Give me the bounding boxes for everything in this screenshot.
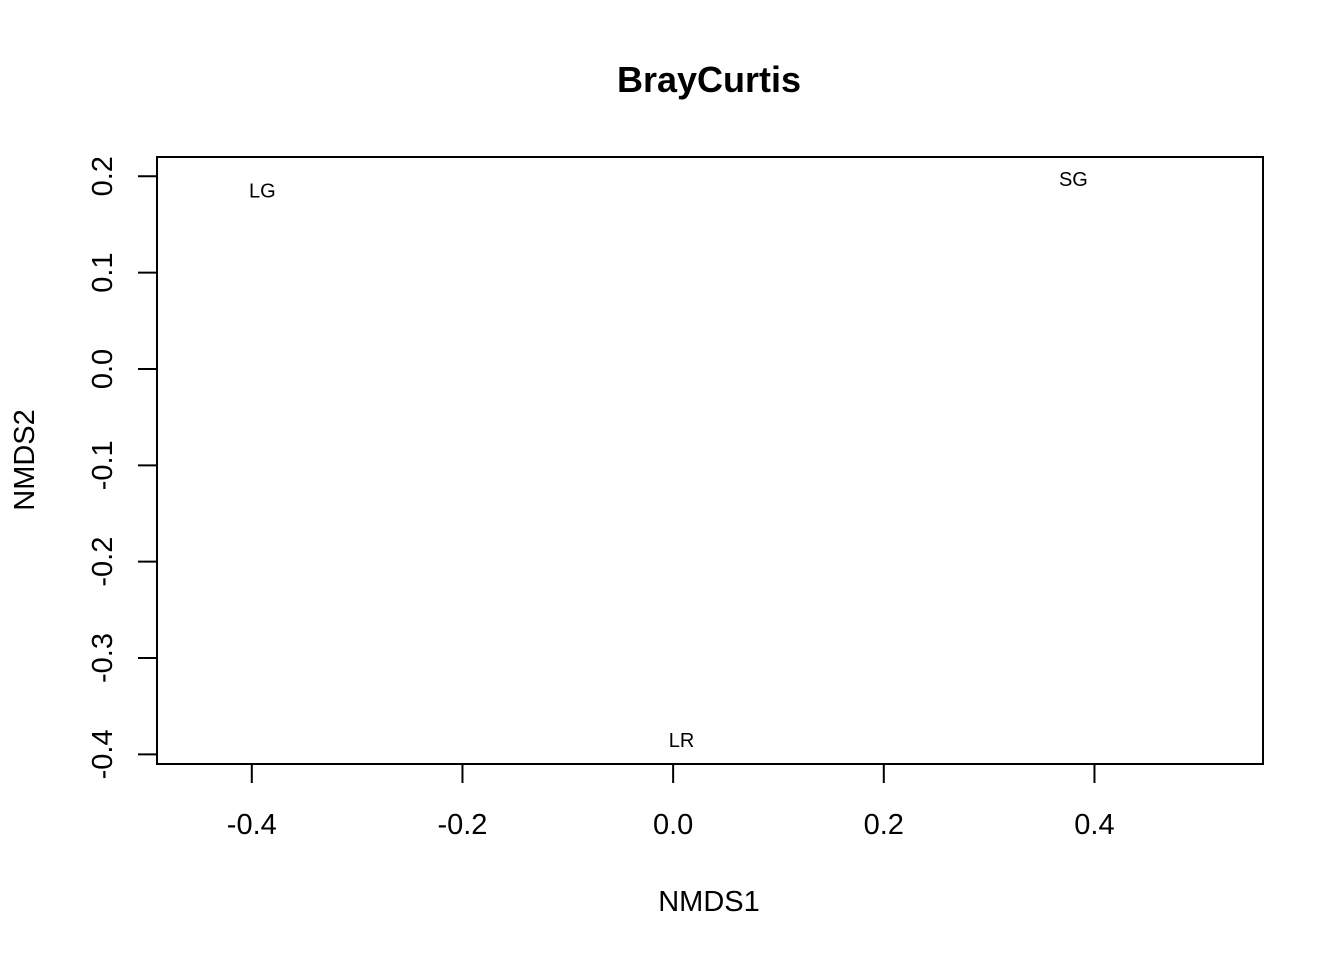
y-tick-label: -0.4 [87,729,119,779]
y-tick-label: 0.0 [87,349,119,389]
chart-title: BrayCurtis [617,59,801,100]
x-tick-label: -0.2 [437,809,487,841]
x-tick-label: -0.4 [227,809,277,841]
y-tick-label: 0.2 [87,156,119,196]
y-tick-label: -0.1 [87,440,119,490]
point-labels: LG SG LR [249,169,1088,752]
point-label-lg: LG [249,181,276,203]
plot-frame [156,156,1264,765]
y-tick-label: -0.2 [87,537,119,587]
x-tick-label: 0.4 [1074,809,1114,841]
point-label-sg: SG [1059,169,1088,191]
y-tick-label: 0.1 [87,252,119,292]
point-label-lr: LR [669,730,695,752]
x-axis-label: NMDS1 [658,886,760,918]
y-axis-label: NMDS2 [9,409,41,511]
x-tick-label: 0.2 [864,809,904,841]
x-tick-label: 0.0 [653,809,693,841]
x-axis: -0.4 -0.2 0.0 0.2 0.4 [227,764,1115,841]
y-tick-label: -0.3 [87,633,119,683]
y-axis: -0.4 -0.3 -0.2 -0.1 0.0 0.1 0.2 [87,156,157,779]
